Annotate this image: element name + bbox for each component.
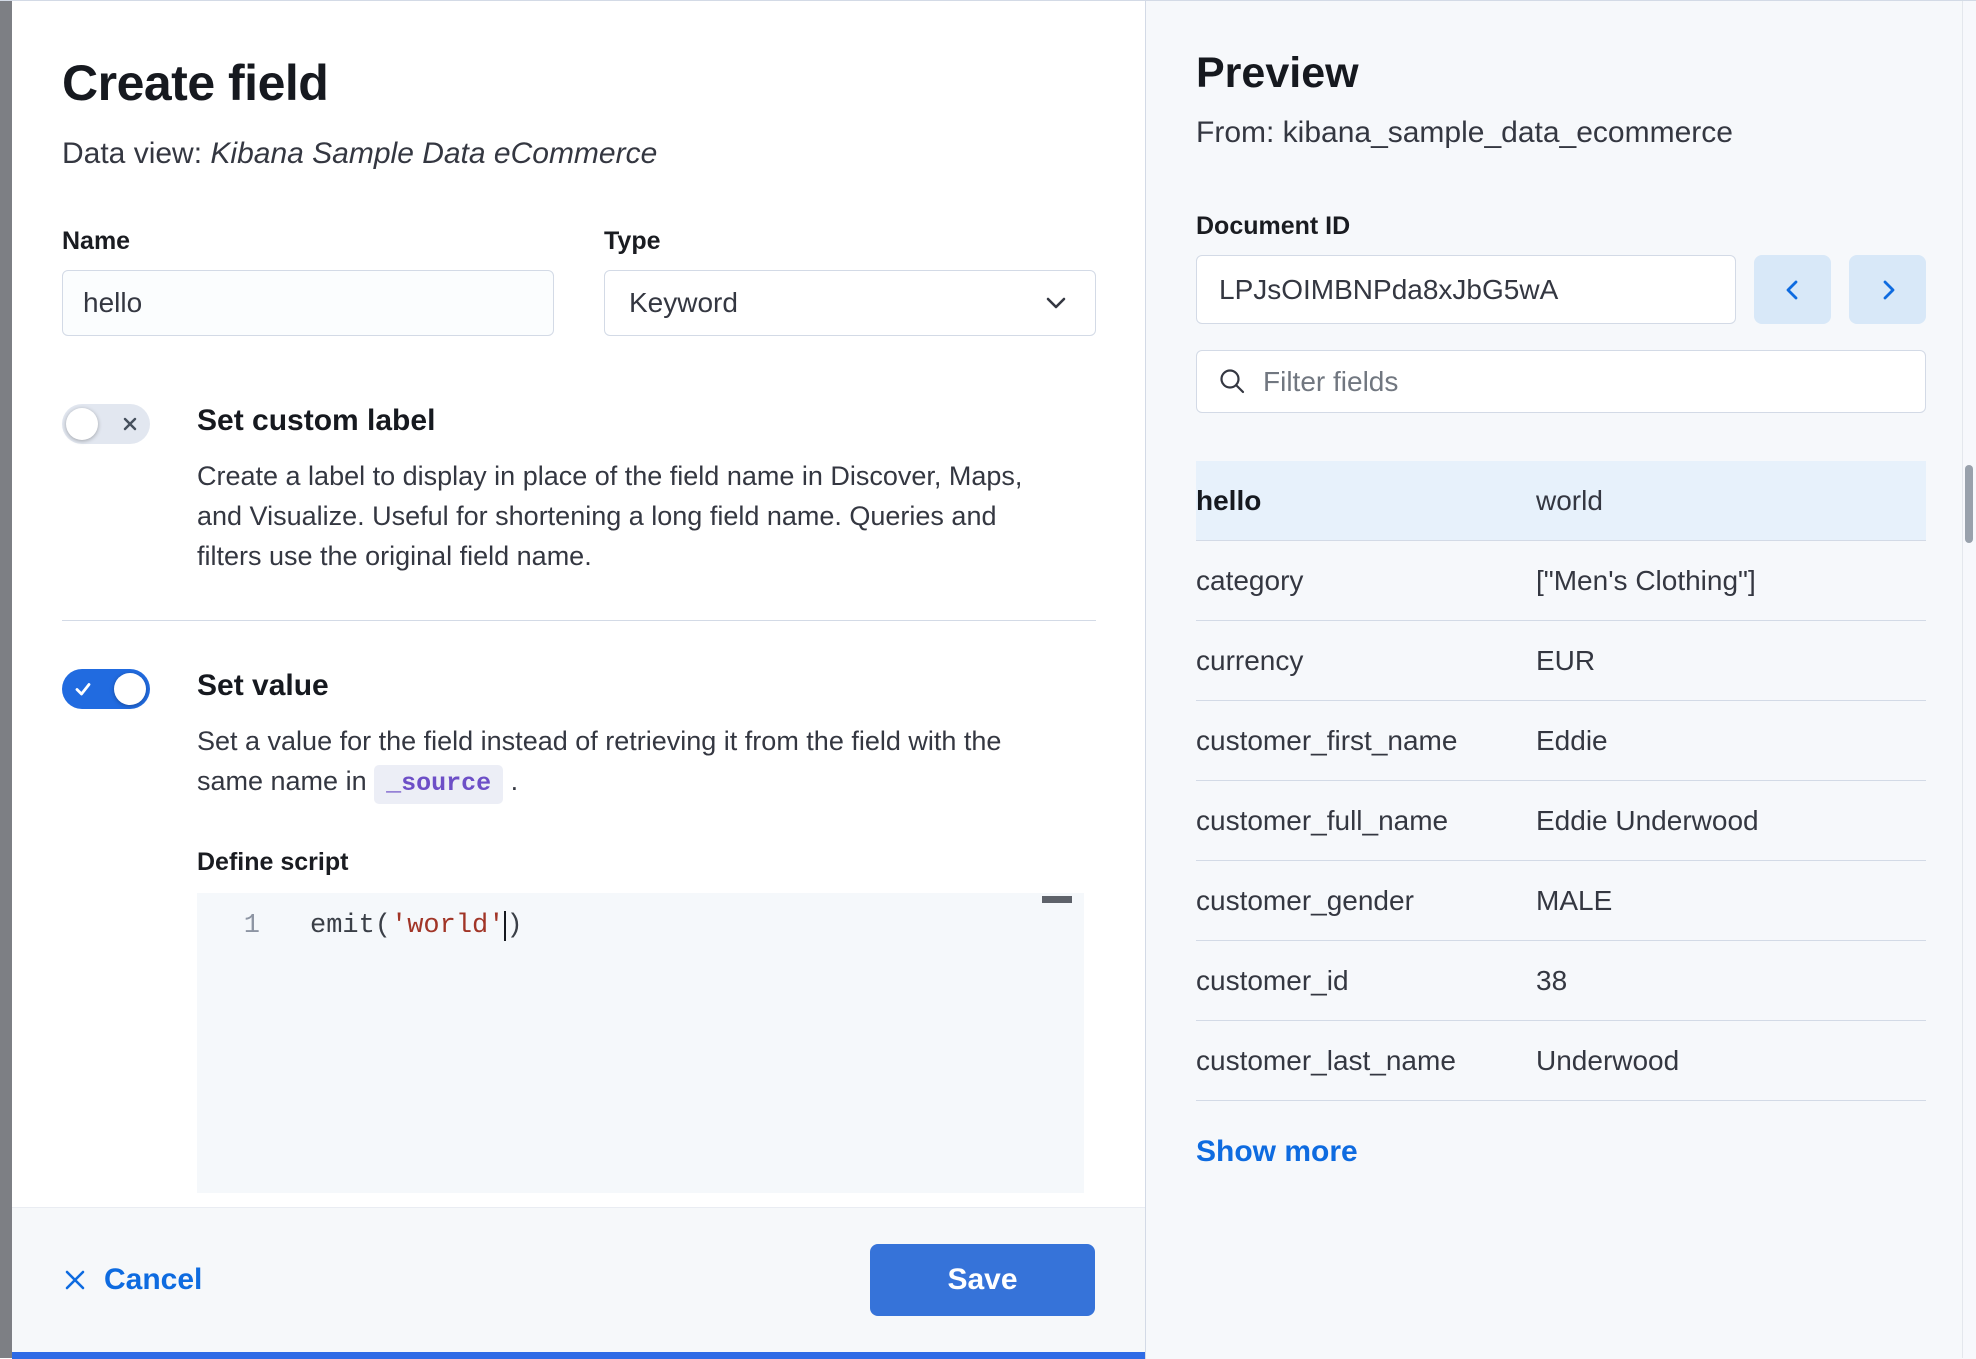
- code-close: ): [506, 911, 523, 941]
- document-id-label: Document ID: [1196, 212, 1351, 240]
- set-value-section: Set value Set a value for the field inst…: [62, 669, 1096, 1193]
- field-name: currency: [1196, 644, 1304, 676]
- create-field-flyout: Create field Data view: Kibana Sample Da…: [12, 1, 1145, 1359]
- save-button[interactable]: Save: [870, 1244, 1095, 1316]
- close-icon: [62, 1267, 88, 1293]
- filter-fields-row: [1196, 350, 1926, 413]
- table-row[interactable]: customer_last_name Underwood: [1196, 1021, 1926, 1101]
- name-label: Name: [62, 227, 131, 255]
- field-name: customer_id: [1196, 964, 1349, 996]
- window-scrollbar-thumb[interactable]: [1965, 465, 1973, 543]
- flyout-bottom-accent: [12, 1352, 1145, 1359]
- toggle-knob: [114, 673, 146, 705]
- field-name: customer_full_name: [1196, 804, 1449, 836]
- field-name: customer_gender: [1196, 884, 1414, 916]
- custom-label-heading: Set custom label: [197, 404, 436, 437]
- define-script-label: Define script: [197, 848, 349, 876]
- custom-label-toggle[interactable]: [62, 404, 150, 444]
- field-value: Underwood: [1536, 1044, 1680, 1076]
- code-content: emit('world'): [310, 911, 523, 941]
- preview-fields-table: hello world category ["Men's Clothing"] …: [1196, 461, 1926, 1101]
- table-row[interactable]: currency EUR: [1196, 621, 1926, 701]
- code-open: emit(: [310, 911, 392, 941]
- check-icon: [73, 679, 93, 699]
- field-name: customer_first_name: [1196, 724, 1458, 756]
- field-value: 38: [1536, 964, 1568, 996]
- set-value-heading: Set value: [197, 669, 329, 702]
- overlay-edge: [0, 1, 12, 1358]
- type-label: Type: [604, 227, 661, 255]
- set-value-description: Set a value for the field instead of ret…: [197, 721, 1052, 804]
- custom-label-description: Create a label to display in place of th…: [197, 461, 1023, 571]
- page-title: Create field: [62, 55, 329, 111]
- table-row-pinned[interactable]: hello world: [1196, 461, 1926, 541]
- field-value: Eddie: [1536, 724, 1608, 756]
- type-select[interactable]: Keyword: [604, 270, 1096, 336]
- field-value: world: [1536, 484, 1603, 516]
- cancel-label: Cancel: [104, 1263, 203, 1296]
- filter-fields-input[interactable]: [1196, 350, 1926, 413]
- flyout-body: Create field Data view: Kibana Sample Da…: [12, 1, 1145, 1208]
- preview-title: Preview: [1196, 49, 1359, 97]
- cancel-button[interactable]: Cancel: [62, 1263, 202, 1297]
- field-value: Eddie Underwood: [1536, 804, 1759, 836]
- set-value-description-period: .: [510, 766, 519, 796]
- text-cursor: [504, 911, 507, 941]
- show-more-link[interactable]: Show more: [1196, 1135, 1358, 1168]
- chevron-left-icon: [1780, 277, 1806, 303]
- name-input[interactable]: [62, 270, 554, 336]
- toggle-knob: [66, 408, 98, 440]
- chevron-down-icon: [1041, 288, 1071, 318]
- preview-from-line: From: kibana_sample_data_ecommerce: [1196, 116, 1733, 149]
- table-row[interactable]: customer_first_name Eddie: [1196, 701, 1926, 781]
- line-number: 1: [243, 911, 260, 941]
- field-name: hello: [1196, 484, 1262, 516]
- data-view-name: Kibana Sample Data eCommerce: [210, 137, 658, 170]
- field-value: EUR: [1536, 644, 1596, 676]
- previous-document-button[interactable]: [1754, 255, 1831, 324]
- subtitle-prefix: Data view:: [62, 137, 203, 170]
- name-type-row: Name Type Keyword: [62, 227, 1096, 336]
- custom-label-section: Set custom label Create a label to displ…: [62, 404, 1096, 576]
- code-string-token: 'world': [391, 911, 505, 941]
- set-value-description-text: Set a value for the field instead of ret…: [197, 726, 1002, 796]
- table-row[interactable]: category ["Men's Clothing"]: [1196, 541, 1926, 621]
- field-name: customer_last_name: [1196, 1044, 1456, 1076]
- next-document-button[interactable]: [1849, 255, 1926, 324]
- field-name: category: [1196, 564, 1304, 596]
- search-icon: [1216, 365, 1250, 399]
- window-scrollbar-track[interactable]: [1962, 1, 1976, 1358]
- script-code-editor[interactable]: 1 emit('world'): [197, 893, 1084, 1193]
- field-value: ["Men's Clothing"]: [1536, 564, 1756, 596]
- field-value: MALE: [1536, 884, 1613, 916]
- document-id-input[interactable]: [1196, 255, 1736, 324]
- editor-scrollbar-mark[interactable]: [1042, 896, 1072, 903]
- set-value-toggle[interactable]: [62, 669, 150, 709]
- type-select-value: Keyword: [629, 287, 738, 318]
- chevron-right-icon: [1875, 277, 1901, 303]
- table-row[interactable]: customer_gender MALE: [1196, 861, 1926, 941]
- table-row[interactable]: customer_full_name Eddie Underwood: [1196, 781, 1926, 861]
- preview-panel: Preview From: kibana_sample_data_ecommer…: [1145, 1, 1976, 1359]
- flyout-footer: Cancel Save: [12, 1208, 1145, 1352]
- section-divider: [62, 620, 1096, 621]
- document-id-row: [1196, 255, 1926, 324]
- source-code-badge: _source: [374, 765, 504, 804]
- table-row[interactable]: customer_id 38: [1196, 941, 1926, 1021]
- data-view-subtitle: Data view: Kibana Sample Data eCommerce: [62, 137, 1096, 171]
- cross-icon: [121, 415, 139, 433]
- code-line: 1 emit('world'): [197, 893, 1084, 941]
